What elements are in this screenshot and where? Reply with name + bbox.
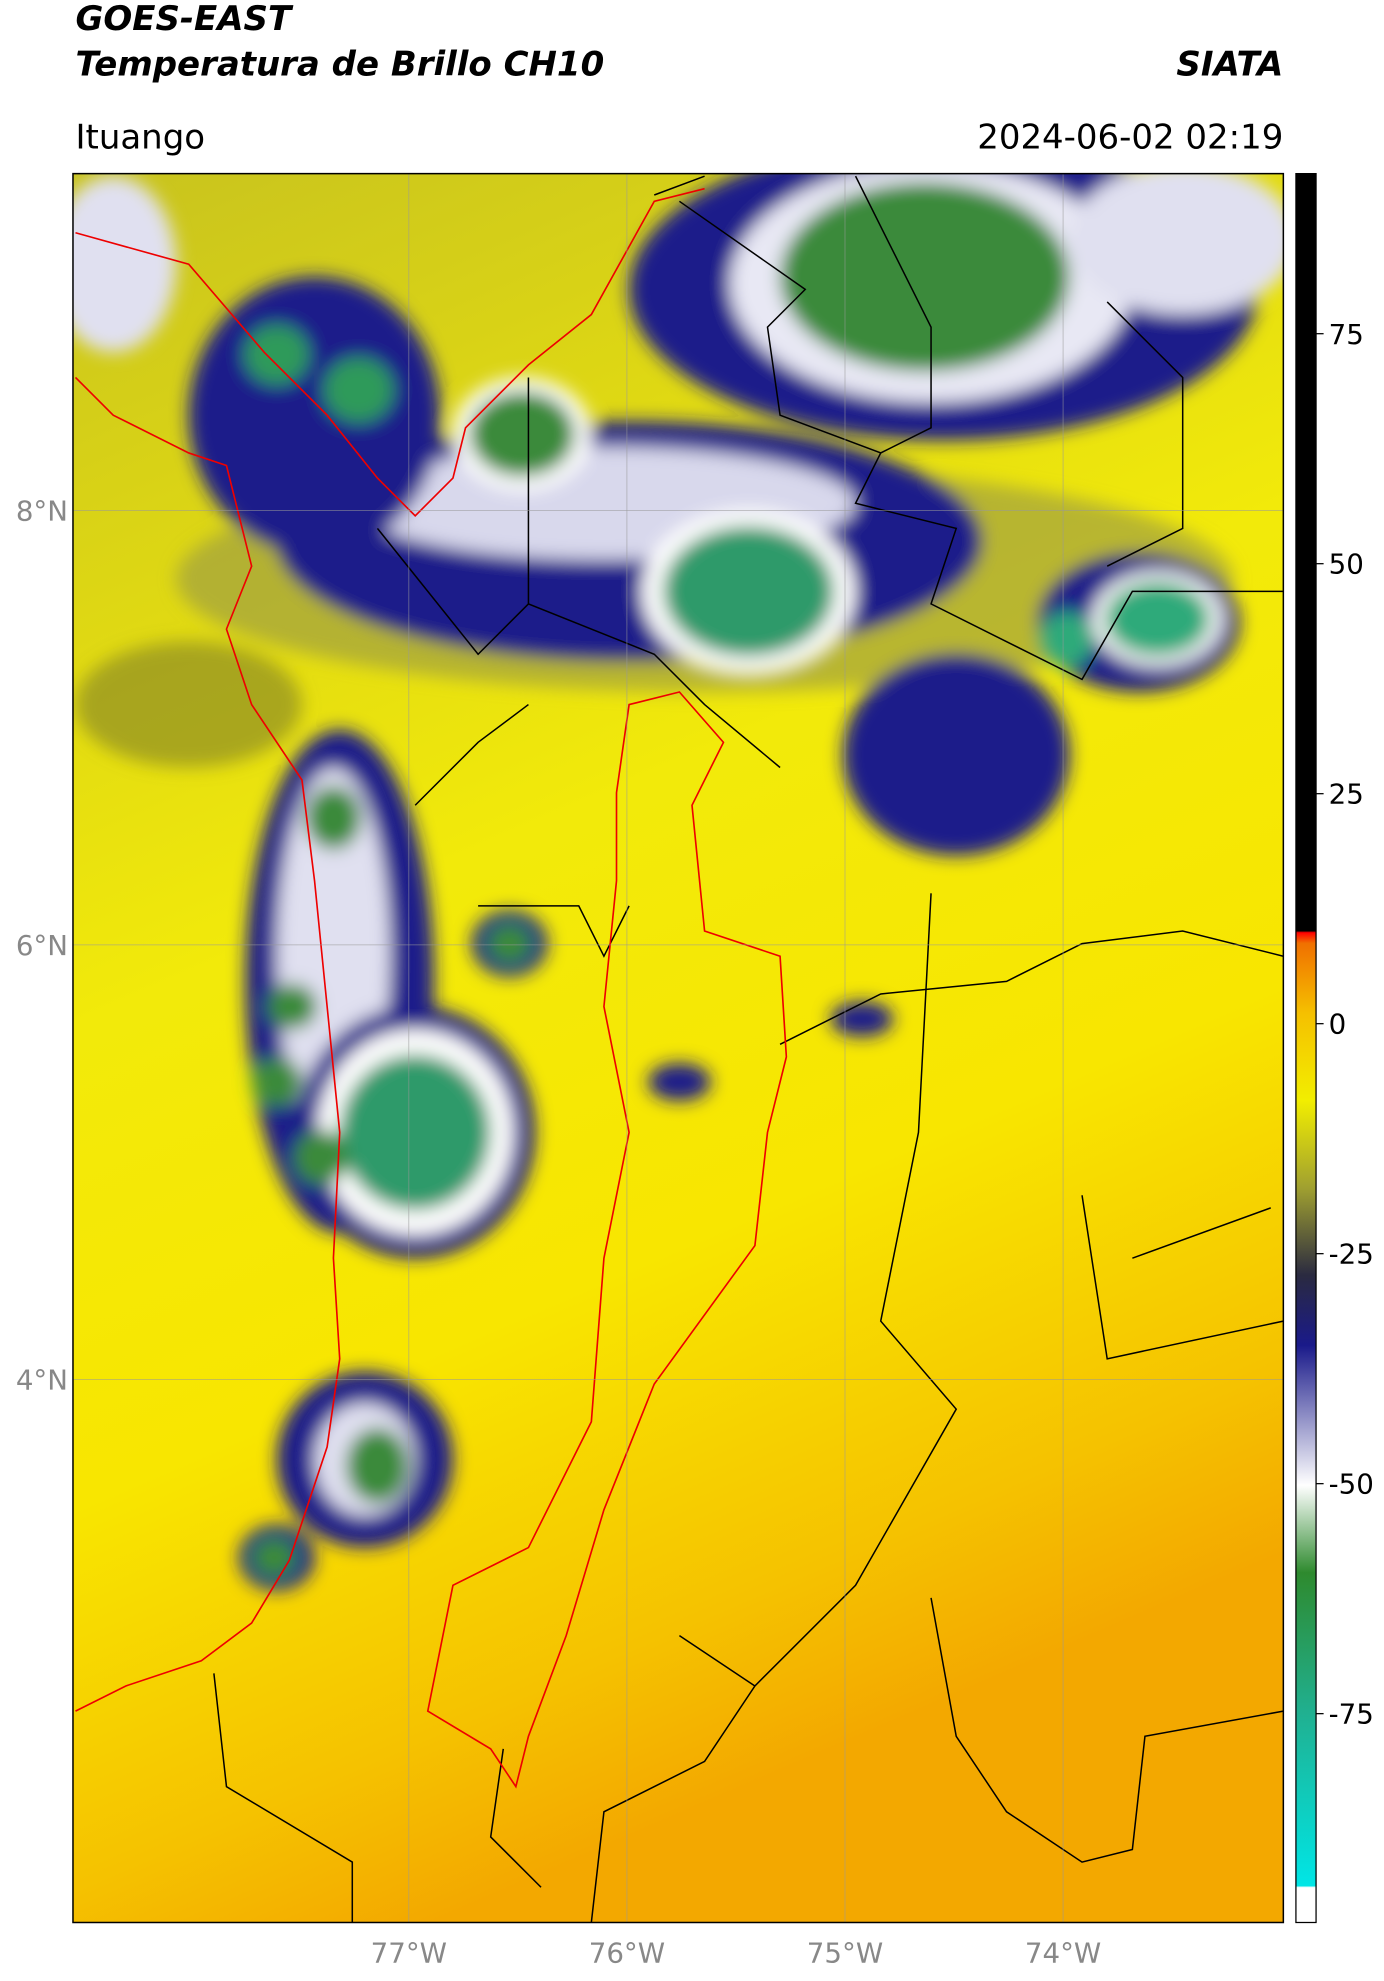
y-tick-label: 8°N [16, 494, 68, 527]
map-frame [72, 172, 1285, 1924]
cloud-tops [72, 173, 1284, 1591]
colorbar-tick-label: -50 [1329, 1468, 1374, 1501]
source: SIATA [1176, 44, 1283, 84]
colorbar-tick-label: -75 [1329, 1698, 1374, 1731]
y-tick-label: 6°N [16, 929, 68, 962]
colorbar [1295, 172, 1317, 1924]
subtitle: Temperatura de Brillo CH10 [75, 44, 604, 84]
y-tick-label: 4°N [16, 1363, 68, 1396]
x-tick-label: 74°W [1025, 1937, 1101, 1970]
admin-borders [213, 175, 1284, 1923]
colorbar-tick-label: 50 [1329, 548, 1364, 581]
colorbar-tick-label: 75 [1329, 318, 1364, 351]
colorbar-tick-label: -25 [1329, 1238, 1374, 1271]
graticule [72, 173, 1284, 1923]
satellite-image [72, 173, 1284, 1923]
x-tick-label: 75°W [807, 1937, 883, 1970]
x-tick-label: 77°W [371, 1937, 447, 1970]
title: GOES-EAST [75, 0, 293, 39]
colorbar-tick-label: 0 [1329, 1008, 1347, 1041]
x-tick-label: 76°W [589, 1937, 665, 1970]
location: Ituango [75, 117, 205, 157]
department-border [74, 187, 788, 1789]
labels: 77°W 76°W 75°W 74°W 8°N 6°N 4°N 75 50 25 0 -25 -50 -7… [16, 318, 1374, 1970]
colorbar-tick-label: 25 [1329, 778, 1364, 811]
datetime: 2024-06-02 02:19 [977, 117, 1283, 157]
